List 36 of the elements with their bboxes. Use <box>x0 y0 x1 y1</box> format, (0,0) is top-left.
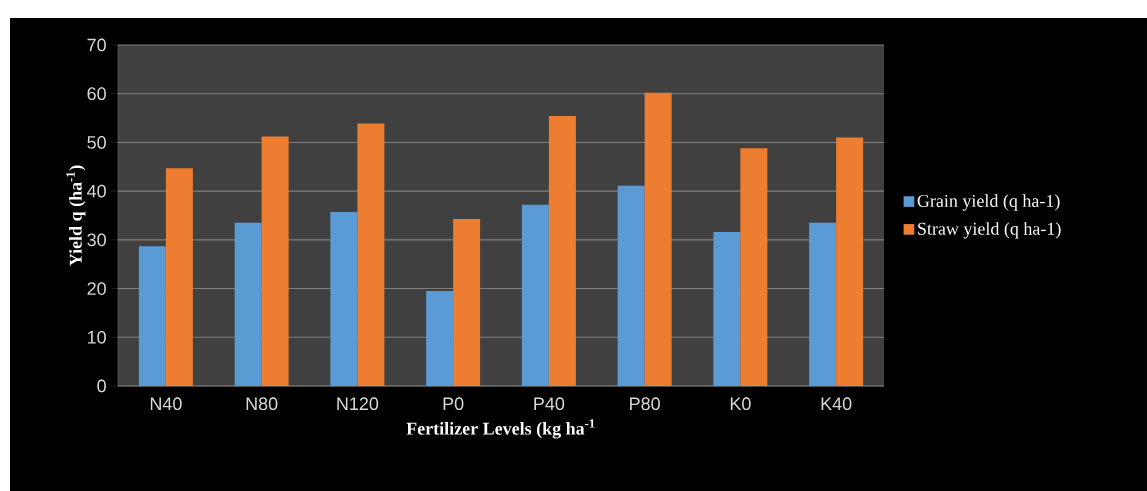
x-tick-label: N120 <box>337 397 379 411</box>
y-tick-label: 60 <box>87 87 106 101</box>
bar <box>836 137 864 386</box>
bar <box>521 204 549 386</box>
x-tick-label: P80 <box>630 397 660 411</box>
y-tick-label: 40 <box>87 184 106 198</box>
bar <box>330 212 358 386</box>
y-tick-label: 20 <box>87 282 106 295</box>
x-tick-label: N40 <box>150 397 182 411</box>
x-tick-label: P40 <box>534 397 565 411</box>
bar <box>165 168 193 386</box>
legend-label: Straw yield (q ha-1) <box>918 222 1061 239</box>
x-tick-label: P0 <box>443 397 464 411</box>
bar <box>548 116 576 386</box>
bar <box>426 290 454 386</box>
legend-label: Grain yield (q ha-1) <box>917 194 1060 211</box>
bar <box>809 222 837 386</box>
x-axis-title: Fertilizer Levels (kg ha$^{-1}$ <box>406 419 595 439</box>
bar <box>357 123 385 386</box>
bar <box>453 218 481 386</box>
bar <box>713 232 741 386</box>
bar <box>740 148 768 386</box>
bar <box>644 92 672 386</box>
bar <box>617 185 645 386</box>
y-tick-label: 70 <box>87 38 106 52</box>
bar <box>261 136 289 386</box>
y-tick-label: 30 <box>87 233 106 247</box>
x-tick-label: K0 <box>730 397 751 411</box>
x-tick-label: K40 <box>821 397 852 411</box>
y-tick-label: 10 <box>87 330 106 344</box>
y-axis-title: Yield q (ha$^{-1}$) <box>66 165 86 266</box>
bar <box>138 246 166 386</box>
y-tick-label: 0 <box>97 379 106 393</box>
bar <box>234 222 262 386</box>
x-tick-label: N80 <box>246 397 278 411</box>
y-tick-label: 50 <box>87 136 106 149</box>
